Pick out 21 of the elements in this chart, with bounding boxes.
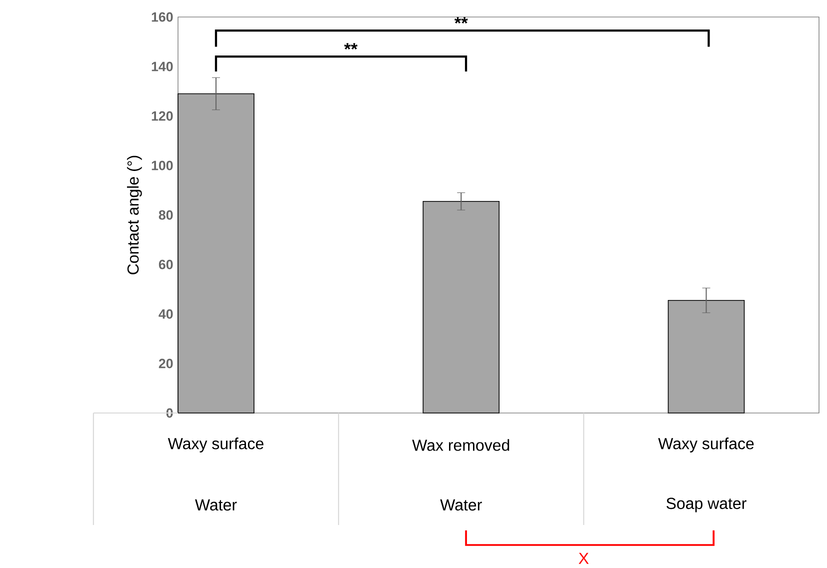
y-tick-label: 140 xyxy=(152,62,173,72)
text: Soap water xyxy=(666,498,746,512)
bar xyxy=(422,200,500,414)
y-tick-label: 20 xyxy=(158,358,173,368)
y-tick-label: 160 xyxy=(152,12,173,22)
y-tick-label: 40 xyxy=(158,309,173,319)
y-axis-title: Contact angle (°) xyxy=(126,156,142,274)
text: X xyxy=(578,552,589,564)
text: Water xyxy=(440,499,482,510)
y-tick-label: 100 xyxy=(152,160,173,170)
x-tick-label: Wax removed xyxy=(412,438,510,451)
bar xyxy=(178,93,254,414)
y-tick-label: 120 xyxy=(152,111,173,121)
y-tick-label: 80 xyxy=(158,210,173,220)
bar xyxy=(668,300,745,414)
text: Water xyxy=(195,499,237,510)
x-tick-label: Waxy surface xyxy=(168,437,264,452)
x-tick-label: Waxy surface xyxy=(658,437,754,452)
annotation: ** xyxy=(344,42,358,50)
annotation: ** xyxy=(454,16,468,24)
y-tick-label: 60 xyxy=(158,260,173,270)
